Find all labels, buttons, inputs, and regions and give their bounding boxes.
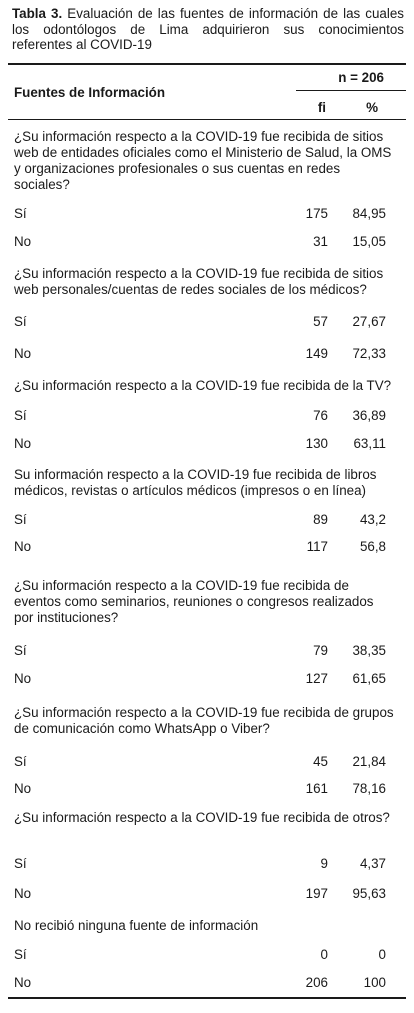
- header-fi: fi: [317, 100, 326, 115]
- caption-label: Tabla 3.: [12, 6, 63, 21]
- table-caption: Tabla 3. Evaluación de las fuentes de in…: [12, 6, 404, 53]
- bottom-rule: [8, 997, 406, 999]
- question-text: ¿Su información respecto a la COVID-19 f…: [14, 129, 392, 192]
- answer-label-no: No: [14, 234, 32, 249]
- question-text: ¿Su información respecto a la COVID-19 f…: [14, 578, 374, 625]
- value-fi-no: 130: [305, 436, 328, 451]
- answer-label-si: Sí: [14, 512, 27, 527]
- value-fi-no: 197: [305, 886, 328, 901]
- answer-label-no: No: [14, 886, 32, 901]
- value-fi-no: 127: [305, 671, 328, 686]
- answer-label-si: Sí: [14, 947, 27, 962]
- answer-label-si: Sí: [14, 643, 27, 658]
- answer-label-no: No: [14, 436, 32, 451]
- answer-label-si: Sí: [14, 754, 27, 769]
- value-fi-no: 149: [305, 346, 328, 361]
- answer-label-si: Sí: [14, 856, 27, 871]
- question-text: Su información respecto a la COVID-19 fu…: [14, 467, 377, 498]
- header-pct: %: [366, 100, 378, 115]
- value-pct-no: 100: [363, 975, 386, 990]
- question-text: ¿Su información respecto a la COVID-19 f…: [14, 378, 392, 393]
- value-pct-si: 84,95: [352, 206, 386, 221]
- answer-label-no: No: [14, 346, 32, 361]
- value-fi-si: 0: [320, 947, 328, 962]
- value-pct-si: 36,89: [352, 408, 386, 423]
- value-fi-si: 89: [313, 512, 328, 527]
- value-fi-si: 175: [305, 206, 328, 221]
- value-pct-no: 56,8: [359, 539, 386, 554]
- header-sub-rule: [296, 90, 406, 91]
- answer-label-no: No: [14, 671, 32, 686]
- header-n: n = 206: [338, 70, 384, 85]
- question-text: ¿Su información respecto a la COVID-19 f…: [14, 266, 384, 297]
- answer-label-si: Sí: [14, 314, 27, 329]
- value-pct-si: 21,84: [352, 754, 386, 769]
- question-text: No recibió ninguna fuente de información: [14, 918, 259, 933]
- question-text: ¿Su información respecto a la COVID-19 f…: [14, 810, 390, 825]
- value-fi-no: 161: [305, 781, 328, 796]
- value-fi-si: 9: [320, 856, 328, 871]
- value-pct-si: 27,67: [352, 314, 386, 329]
- answer-label-no: No: [14, 781, 32, 796]
- value-fi-si: 45: [313, 754, 328, 769]
- answer-label-no: No: [14, 975, 32, 990]
- value-pct-si: 38,35: [352, 643, 386, 658]
- value-pct-no: 15,05: [352, 234, 386, 249]
- value-pct-si: 43,2: [359, 512, 386, 527]
- value-fi-no: 117: [306, 539, 328, 554]
- header-bottom-rule: [8, 119, 406, 120]
- value-pct-si: 4,37: [359, 856, 386, 871]
- value-pct-no: 78,16: [352, 781, 386, 796]
- value-fi-si: 76: [313, 408, 328, 423]
- value-fi-si: 79: [313, 643, 328, 658]
- value-pct-no: 63,11: [353, 436, 386, 451]
- answer-label-si: Sí: [14, 408, 27, 423]
- value-fi-si: 57: [313, 314, 328, 329]
- top-rule: [8, 63, 406, 65]
- value-pct-no: 95,63: [352, 886, 386, 901]
- header-source: Fuentes de Información: [14, 85, 166, 100]
- value-pct-no: 72,33: [352, 346, 386, 361]
- value-fi-no: 31: [313, 234, 328, 249]
- question-text: ¿Su información respecto a la COVID-19 f…: [14, 705, 394, 736]
- value-pct-si: 0: [378, 947, 386, 962]
- value-pct-no: 61,65: [352, 671, 386, 686]
- answer-label-si: Sí: [14, 206, 27, 221]
- caption-text: Evaluación de las fuentes de información…: [12, 6, 404, 52]
- answer-label-no: No: [14, 539, 32, 554]
- value-fi-no: 206: [305, 975, 328, 990]
